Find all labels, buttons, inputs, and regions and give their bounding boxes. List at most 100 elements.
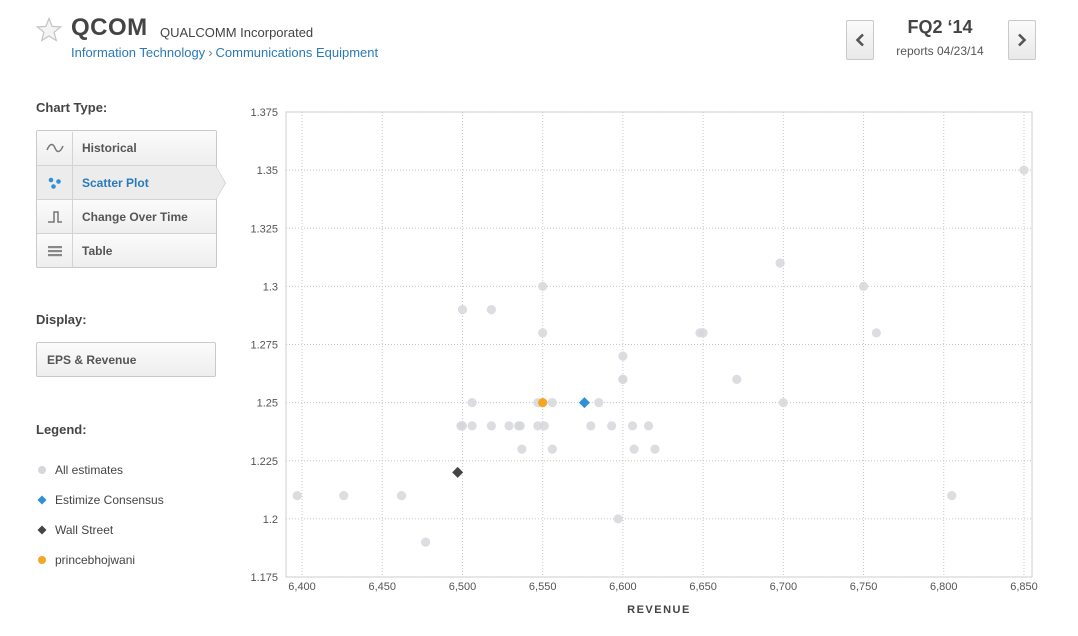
x-tick-label: 6,400 [288, 581, 316, 593]
all-estimates-point[interactable] [538, 281, 548, 291]
y-tick-label: 1.35 [257, 165, 278, 177]
all-estimates-point[interactable] [457, 305, 468, 315]
all-estimates-point[interactable] [547, 398, 557, 408]
previous-quarter-button[interactable] [846, 20, 874, 60]
x-tick-label: 6,550 [529, 581, 557, 593]
all-estimates-point[interactable] [547, 444, 557, 454]
all-estimates-point[interactable] [607, 421, 617, 431]
ticker-symbol: QCOM [71, 14, 148, 41]
x-tick-label: 6,800 [930, 581, 958, 593]
chart-type-label: Change Over Time [82, 209, 188, 224]
all-estimates-point[interactable] [586, 421, 596, 431]
all-estimates-point[interactable] [613, 514, 623, 524]
chart-type-label: Scatter Plot [82, 175, 149, 190]
chart-type-table[interactable]: Table [37, 233, 216, 267]
legend-label: Estimize Consensus [55, 493, 164, 507]
legend-item-all-estimates: All estimates [36, 462, 123, 478]
circle-icon [36, 554, 48, 566]
page-header: QCOM QUALCOMM Incorporated Information T… [0, 0, 1078, 80]
y-tick-label: 1.225 [250, 456, 278, 468]
all-estimates-point[interactable] [539, 421, 549, 431]
y-tick-label: 1.175 [250, 572, 278, 584]
chart-type-historical[interactable]: Historical [37, 131, 216, 165]
star-icon[interactable] [36, 17, 62, 43]
company-name: QUALCOMM Incorporated [160, 25, 314, 40]
all-estimates-point[interactable] [775, 258, 785, 268]
all-estimates-point[interactable] [396, 491, 407, 501]
all-estimates-point[interactable] [594, 398, 604, 408]
all-estimates-point[interactable] [947, 491, 957, 501]
all-estimates-point[interactable] [420, 537, 431, 547]
display-select[interactable]: EPS & Revenue [36, 342, 216, 377]
table-icon [47, 245, 62, 256]
chevron-right-icon [1018, 33, 1027, 47]
all-estimates-point[interactable] [650, 444, 660, 454]
legend-item-wall-street: Wall Street [36, 522, 113, 538]
fiscal-period-title: FQ2 ‘14 [907, 17, 973, 37]
all-estimates-point[interactable] [778, 398, 788, 408]
diamond-icon [36, 524, 48, 536]
circle-icon [36, 464, 48, 476]
x-tick-label: 6,450 [368, 581, 396, 593]
next-quarter-button[interactable] [1008, 20, 1036, 60]
all-estimates-point[interactable] [618, 374, 628, 384]
all-estimates-point[interactable] [457, 421, 468, 431]
all-estimates-point[interactable] [1019, 165, 1029, 175]
princebhojwani-point[interactable] [538, 398, 548, 408]
all-estimates-point[interactable] [339, 491, 349, 501]
legend-label: All estimates [55, 463, 124, 477]
y-tick-label: 1.275 [250, 340, 278, 352]
x-tick-label: 6,850 [1010, 581, 1038, 593]
x-tick-label: 6,500 [449, 581, 477, 593]
breadcrumb-industry-link[interactable]: Communications Equipment [215, 45, 379, 60]
all-estimates-point[interactable] [467, 421, 477, 431]
all-estimates-point[interactable] [486, 421, 496, 431]
all-estimates-point[interactable] [858, 281, 869, 291]
all-estimates-point[interactable] [871, 328, 881, 338]
x-tick-label: 6,650 [689, 581, 717, 593]
all-estimates-point[interactable] [517, 444, 527, 454]
all-estimates-point[interactable] [515, 421, 525, 431]
x-tick-label: 6,750 [850, 581, 878, 593]
chart-type-label: Table [82, 243, 113, 258]
y-tick-label: 1.25 [257, 398, 278, 410]
chart-type-menu: Historical Scatter Plot Change Over Time… [36, 130, 226, 268]
scatter-icon [48, 177, 61, 189]
display-heading: Display: [36, 312, 87, 327]
all-estimates-point[interactable] [504, 421, 514, 431]
diamond-icon [36, 494, 48, 506]
legend-item-estimize-consensus: Estimize Consensus [36, 492, 164, 508]
chart-type-label: Historical [82, 141, 137, 155]
step-icon [47, 210, 62, 223]
wall-street-point[interactable] [452, 466, 464, 478]
all-estimates-point[interactable] [618, 351, 628, 361]
legend-heading: Legend: [36, 422, 87, 437]
all-estimates-point[interactable] [538, 328, 548, 338]
chart-type-change-over-time[interactable]: Change Over Time [37, 199, 216, 233]
chart-type-scatter-plot[interactable]: Scatter Plot [37, 165, 226, 200]
wave-icon [45, 143, 64, 153]
all-estimates-point[interactable] [486, 305, 496, 315]
legend-label: Wall Street [55, 523, 114, 537]
all-estimates-point[interactable] [629, 444, 639, 454]
legend-label: princebhojwani [55, 553, 136, 567]
all-estimates-point[interactable] [627, 421, 638, 431]
all-estimates-point[interactable] [643, 421, 654, 431]
all-estimates-point[interactable] [467, 398, 477, 408]
all-estimates-point[interactable] [698, 328, 708, 338]
all-estimates-point[interactable] [533, 421, 543, 431]
chart-type-heading: Chart Type: [36, 100, 108, 115]
all-estimates-point[interactable] [732, 374, 742, 384]
chevron-left-icon [855, 33, 864, 47]
breadcrumb-separator: › [208, 45, 213, 60]
y-tick-label: 1.3 [263, 281, 278, 293]
y-tick-label: 1.2 [263, 514, 278, 526]
estimize-consensus-point[interactable] [578, 397, 590, 409]
breadcrumb-sector-link[interactable]: Information Technology [71, 45, 206, 60]
all-estimates-point[interactable] [292, 491, 302, 501]
y-tick-label: 1.375 [250, 107, 278, 119]
scatter-chart: 6,400 6,450 6,500 6,550 6,600 6,650 6,700 6,750… [250, 107, 1038, 616]
x-axis-title: REVENUE [627, 604, 691, 616]
breadcrumb: Information Technology › Communications Eq… [71, 45, 378, 60]
legend-item-princebhojwani: princebhojwani [36, 552, 135, 568]
